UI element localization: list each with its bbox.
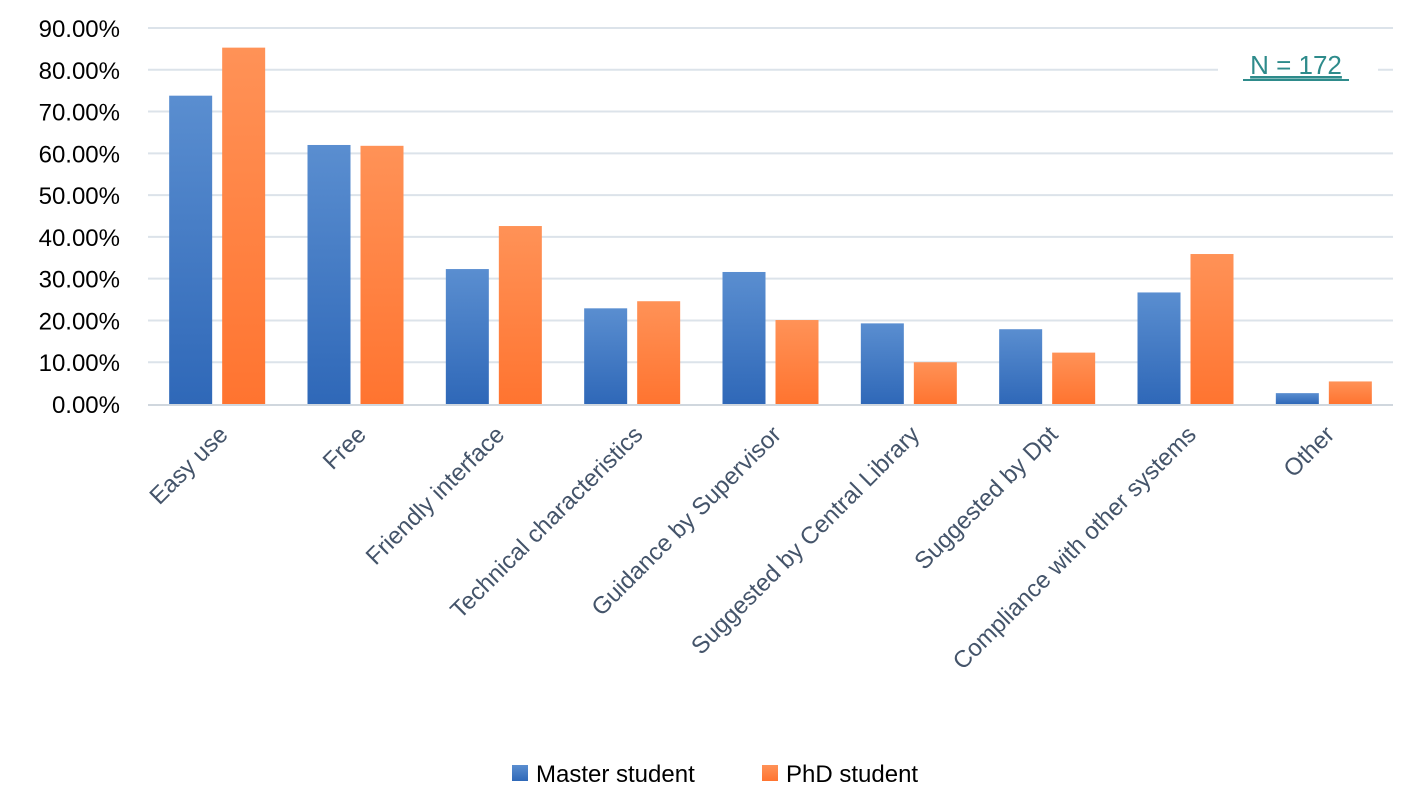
bars [169,47,1372,405]
bar-phd-5 [913,362,957,404]
bar-phd-3 [637,301,681,404]
bar-phd-7 [1190,254,1234,404]
sample-size-annotation: N = 172 [1250,50,1342,80]
y-tick-label: 70.00% [39,100,120,127]
bar-master-1 [307,144,351,404]
bar-phd-2 [498,226,542,404]
bar-master-0 [169,95,213,405]
bar-master-7 [1137,292,1181,404]
bar-phd-8 [1328,381,1372,404]
y-tick-label: 20.00% [39,308,120,335]
x-category-label: Friendly interface [361,421,510,570]
legend-label: Master student [536,761,695,788]
y-axis-tick-labels: 0.00% 10.00% 20.00% 30.00% 40.00% 50.00% 60.00… [39,16,120,419]
bar-master-4 [722,271,766,404]
x-category-label: Other [1279,421,1341,483]
x-category-label: Free [318,421,372,475]
legend-swatch [762,765,778,781]
x-category-label: Suggested by Dpt [909,421,1063,575]
bar-phd-0 [222,47,266,404]
bar-phd-1 [360,145,404,404]
y-tick-label: 50.00% [39,183,120,210]
y-tick-label: 40.00% [39,225,120,252]
x-category-label: Compliance with other systems [948,421,1202,675]
bar-master-8 [1275,393,1319,404]
bar-phd-6 [1052,352,1096,404]
bar-master-2 [445,269,489,404]
y-tick-label: 80.00% [39,58,120,85]
y-tick-label: 30.00% [39,267,120,294]
annotation-background [1218,48,1378,90]
bar-master-6 [999,329,1043,404]
grid-lines [148,27,1393,364]
bar-master-3 [584,308,628,404]
legend: Master student PhD student [512,761,918,788]
annotation: N = 172 [1218,48,1378,90]
bar-phd-4 [775,320,819,404]
legend-swatch [512,765,528,781]
y-tick-label: 10.00% [39,350,120,377]
y-tick-label: 60.00% [39,141,120,168]
x-category-label: Suggested by Central Library [686,421,925,660]
y-tick-label: 90.00% [39,16,120,43]
x-category-label: Easy use [145,421,234,510]
bar-master-5 [860,323,904,404]
legend-label: PhD student [786,761,918,788]
y-tick-label: 0.00% [52,392,120,419]
